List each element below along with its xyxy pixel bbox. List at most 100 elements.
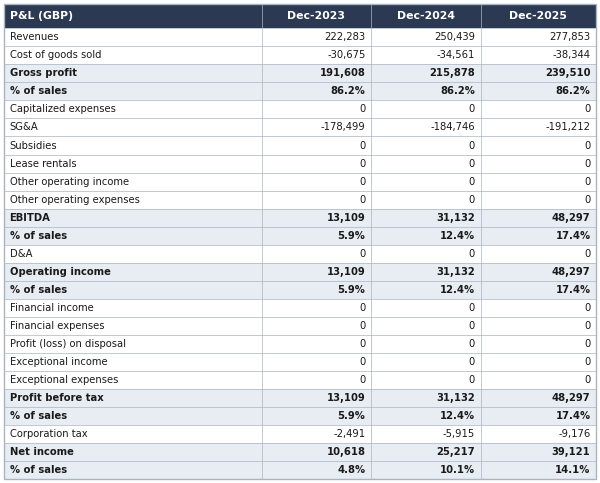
Text: -34,561: -34,561: [437, 50, 475, 60]
Text: 0: 0: [469, 104, 475, 114]
Bar: [371, 407, 481, 425]
Text: Financial income: Financial income: [10, 303, 94, 313]
Text: 31,132: 31,132: [436, 393, 475, 403]
Bar: [262, 191, 371, 209]
Bar: [4, 317, 262, 335]
Bar: [262, 461, 371, 479]
Text: 0: 0: [584, 195, 590, 205]
Bar: [481, 245, 596, 263]
Bar: [371, 137, 481, 155]
Text: 0: 0: [584, 104, 590, 114]
Text: Other operating expenses: Other operating expenses: [10, 195, 139, 205]
Bar: [481, 317, 596, 335]
Text: 215,878: 215,878: [429, 69, 475, 78]
Bar: [481, 28, 596, 46]
Text: 0: 0: [584, 303, 590, 313]
Text: 0: 0: [469, 321, 475, 331]
Text: 17.4%: 17.4%: [556, 284, 590, 295]
Text: -9,176: -9,176: [558, 429, 590, 439]
Text: 0: 0: [359, 104, 365, 114]
Text: 0: 0: [359, 249, 365, 259]
Text: 17.4%: 17.4%: [556, 411, 590, 421]
Text: 48,297: 48,297: [552, 267, 590, 277]
Text: 0: 0: [359, 357, 365, 367]
Text: 250,439: 250,439: [434, 32, 475, 43]
Text: 5.9%: 5.9%: [338, 284, 365, 295]
Bar: [371, 425, 481, 443]
Bar: [481, 389, 596, 407]
Bar: [4, 245, 262, 263]
Bar: [4, 28, 262, 46]
Bar: [371, 443, 481, 461]
Text: 277,853: 277,853: [550, 32, 590, 43]
Text: Capitalized expenses: Capitalized expenses: [10, 104, 115, 114]
Bar: [262, 100, 371, 118]
Bar: [4, 155, 262, 172]
Text: 0: 0: [584, 357, 590, 367]
Text: D&A: D&A: [10, 249, 32, 259]
Bar: [481, 425, 596, 443]
Bar: [481, 407, 596, 425]
Bar: [481, 118, 596, 137]
Text: 0: 0: [469, 195, 475, 205]
Bar: [371, 172, 481, 191]
Text: 0: 0: [469, 303, 475, 313]
Text: 0: 0: [584, 177, 590, 186]
Bar: [4, 191, 262, 209]
Bar: [262, 298, 371, 317]
Text: 12.4%: 12.4%: [440, 231, 475, 241]
Bar: [262, 353, 371, 371]
Text: Exceptional income: Exceptional income: [10, 357, 107, 367]
Bar: [481, 4, 596, 28]
Text: 0: 0: [359, 195, 365, 205]
Bar: [4, 100, 262, 118]
Text: 0: 0: [359, 158, 365, 169]
Text: 0: 0: [584, 158, 590, 169]
Text: 0: 0: [584, 141, 590, 151]
Text: 222,283: 222,283: [325, 32, 365, 43]
Bar: [481, 353, 596, 371]
Bar: [4, 353, 262, 371]
Text: 10.1%: 10.1%: [440, 465, 475, 475]
Text: 31,132: 31,132: [436, 213, 475, 223]
Bar: [481, 46, 596, 64]
Bar: [262, 137, 371, 155]
Text: 0: 0: [359, 375, 365, 385]
Bar: [262, 64, 371, 83]
Text: 5.9%: 5.9%: [338, 231, 365, 241]
Bar: [371, 263, 481, 281]
Text: 25,217: 25,217: [436, 447, 475, 457]
Bar: [371, 209, 481, 227]
Bar: [371, 100, 481, 118]
Text: -184,746: -184,746: [430, 123, 475, 132]
Text: Financial expenses: Financial expenses: [10, 321, 104, 331]
Text: 12.4%: 12.4%: [440, 411, 475, 421]
Bar: [371, 245, 481, 263]
Bar: [4, 443, 262, 461]
Bar: [4, 137, 262, 155]
Text: Cost of goods sold: Cost of goods sold: [10, 50, 101, 60]
Bar: [371, 371, 481, 389]
Bar: [4, 118, 262, 137]
Text: Lease rentals: Lease rentals: [10, 158, 76, 169]
Bar: [262, 209, 371, 227]
Bar: [262, 28, 371, 46]
Text: 86.2%: 86.2%: [331, 86, 365, 97]
Bar: [371, 281, 481, 298]
Text: Gross profit: Gross profit: [10, 69, 77, 78]
Bar: [481, 209, 596, 227]
Bar: [481, 100, 596, 118]
Text: % of sales: % of sales: [10, 411, 67, 421]
Bar: [371, 389, 481, 407]
Text: 39,121: 39,121: [551, 447, 590, 457]
Text: Exceptional expenses: Exceptional expenses: [10, 375, 118, 385]
Bar: [4, 407, 262, 425]
Bar: [481, 172, 596, 191]
Text: 0: 0: [359, 177, 365, 186]
Text: 0: 0: [584, 339, 590, 349]
Bar: [481, 64, 596, 83]
Text: 10,618: 10,618: [326, 447, 365, 457]
Text: 48,297: 48,297: [552, 213, 590, 223]
Bar: [371, 28, 481, 46]
Text: % of sales: % of sales: [10, 86, 67, 97]
